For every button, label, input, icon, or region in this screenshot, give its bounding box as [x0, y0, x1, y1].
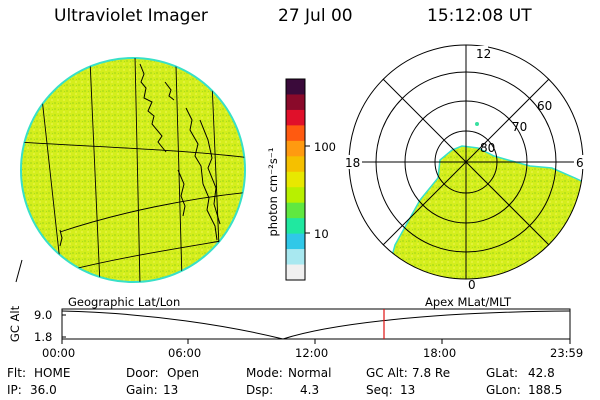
- colorbar-segment: [286, 218, 305, 235]
- colorbar-segment: [286, 249, 305, 266]
- colorbar-segment: [286, 202, 305, 219]
- geo-panel-label: Geographic Lat/Lon: [68, 295, 181, 309]
- door-value: Open: [167, 366, 200, 380]
- mlat-label-70: 70: [512, 120, 527, 134]
- colorbar-tick-10: 10: [314, 227, 329, 241]
- seq-label: Seq:: [366, 383, 393, 397]
- ip-label: IP:: [7, 383, 22, 397]
- dsp-value: 4.3: [300, 383, 320, 397]
- mlt-label-6: 6: [576, 156, 584, 170]
- gain-label: Gain:: [126, 383, 158, 397]
- xtick-0600: 06:00: [168, 346, 202, 360]
- glon-label: GLon:: [486, 383, 521, 397]
- seq-value: 13: [400, 383, 416, 397]
- glon-value: 188.5: [528, 383, 563, 397]
- mlt-label-12: 12: [476, 47, 491, 61]
- mode-label: Mode:: [246, 366, 283, 380]
- gc-alt-label: GC Alt:: [366, 366, 408, 380]
- altitude-ytick-bottom: 1.8: [34, 330, 53, 344]
- xtick-2359: 23:59: [550, 346, 584, 360]
- dsp-label: Dsp:: [246, 383, 274, 397]
- colorbar-segment: [286, 156, 305, 173]
- coastline-outline: [59, 63, 221, 247]
- colorbar-segment: [286, 233, 305, 250]
- colorbar-segment: [286, 171, 305, 188]
- lat-lon-grid: [21, 58, 245, 282]
- mlat-label-60: 60: [537, 99, 552, 113]
- gc-alt-value: 7.8 Re: [412, 366, 451, 380]
- xtick-1200: 12:00: [295, 346, 329, 360]
- altitude-ytick-top: 9.0: [34, 308, 53, 322]
- colorbar-segment: [286, 264, 305, 281]
- xtick-0000: 00:00: [42, 346, 76, 360]
- app-title: Ultraviolet Imager: [54, 6, 208, 26]
- time-readout: 15:12:08 UT: [427, 6, 532, 26]
- colorbar-segment: [286, 125, 305, 142]
- geographic-earth-disk: [15, 57, 246, 283]
- date-readout: 27 Jul 00: [278, 6, 353, 26]
- colorbar-segment: [286, 94, 305, 111]
- colorbar-segment: [286, 79, 305, 96]
- mlt-label-18: 18: [345, 156, 360, 170]
- polar-panel-label: Apex MLat/MLT: [425, 295, 512, 309]
- colorbar-unit-label: photon cm⁻²s⁻¹: [266, 147, 280, 237]
- altitude-ylabel: GC Alt: [8, 305, 22, 343]
- gain-value: 13: [163, 383, 179, 397]
- colorbar-border: [285, 78, 306, 281]
- door-label: Door:: [126, 366, 159, 380]
- mode-value: Normal: [288, 366, 332, 380]
- intensity-colorbar: [285, 78, 306, 281]
- xtick-1800: 18:00: [423, 346, 457, 360]
- ip-value: 36.0: [30, 383, 57, 397]
- polar-grid: [348, 44, 584, 280]
- colorbar-segment: [286, 187, 305, 204]
- colorbar-tick-100: 100: [314, 140, 336, 154]
- altitude-plot: [61, 308, 571, 344]
- polar-mlat-mlt-plot: 12 18 6 0 60 70 80: [344, 44, 586, 292]
- colorbar-segment: [286, 109, 305, 126]
- mlt-label-0: 0: [468, 278, 476, 292]
- glat-label: GLat:: [486, 366, 519, 380]
- mlat-label-80: 80: [480, 141, 495, 155]
- glat-value: 42.8: [528, 366, 555, 380]
- flt-value: HOME: [34, 366, 71, 380]
- colorbar-segment: [286, 140, 305, 157]
- flt-label: Flt:: [7, 366, 26, 380]
